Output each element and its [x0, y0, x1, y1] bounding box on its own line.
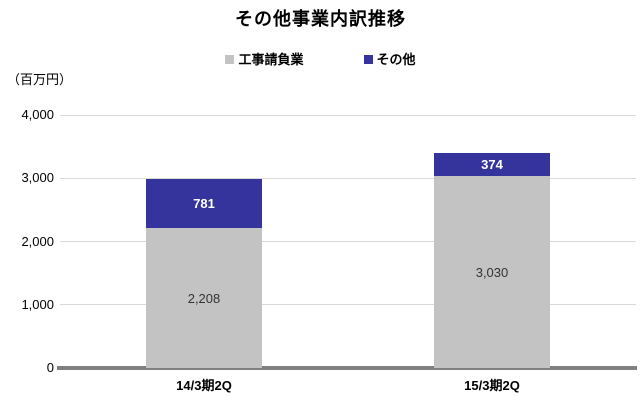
bar-value-label: 3,030: [475, 264, 509, 280]
y-axis-unit-label: （百万円）: [7, 72, 73, 87]
legend-item-1: その他: [363, 52, 416, 67]
gridline: [60, 241, 636, 242]
y-tick-label: 4,000: [21, 107, 54, 122]
bar-segment-その他-1: 374: [434, 152, 550, 177]
legend-label: その他: [376, 52, 416, 67]
bar-segment-工事請負業-0: 2,208: [146, 228, 262, 368]
y-tick-label: 1,000: [21, 296, 54, 312]
bar-value-label: 374: [481, 157, 503, 172]
chart-title: その他事業内訳推移: [235, 9, 406, 29]
bar-value-label: 2,208: [187, 290, 221, 306]
gridline: [60, 177, 636, 179]
gridline: [60, 114, 636, 116]
bar-segment-工事請負業-1: 3,030: [434, 176, 550, 368]
legend-label: 工事請負業: [238, 52, 304, 67]
legend-swatch-icon: [363, 55, 373, 64]
gridline: [60, 304, 636, 306]
x-axis-label-1: 15/3期2Q: [464, 378, 520, 393]
x-axis-label-0: 14/3期2Q: [176, 378, 232, 393]
y-tick-label: 0: [46, 360, 54, 375]
y-tick-label: 3,000: [21, 170, 54, 186]
x-axis-line: [57, 366, 637, 370]
legend-swatch-icon: [225, 55, 235, 64]
bar-value-label: 781: [193, 196, 215, 212]
bar-segment-その他-0: 781: [146, 178, 262, 229]
y-tick-label: 2,000: [21, 233, 54, 249]
legend-item-0: 工事請負業: [225, 52, 304, 67]
chart-legend: 工事請負業 その他: [0, 53, 641, 66]
